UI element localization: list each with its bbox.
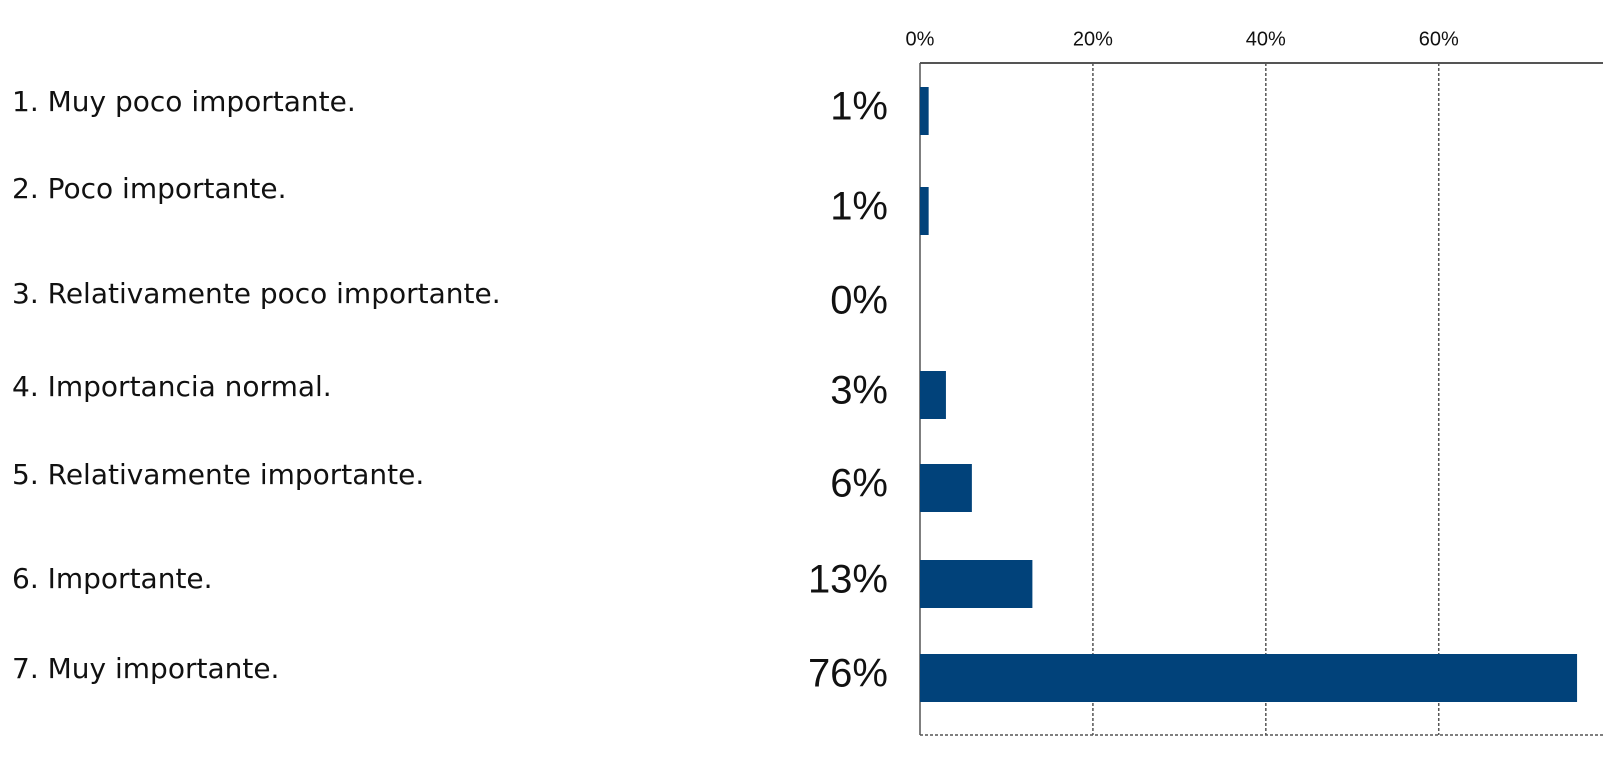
category-label: 4. Importancia normal. bbox=[12, 370, 332, 403]
category-label: 1. Muy poco importante. bbox=[12, 85, 356, 118]
category-label: 5. Relativamente importante. bbox=[12, 458, 424, 491]
value-label: 6% bbox=[830, 462, 888, 506]
bar bbox=[920, 371, 946, 419]
category-label: 3. Relativamente poco importante. bbox=[12, 277, 501, 310]
value-label: 76% bbox=[808, 652, 888, 696]
value-label: 0% bbox=[830, 279, 888, 323]
bar bbox=[920, 560, 1033, 608]
bar bbox=[920, 654, 1578, 702]
value-label: 1% bbox=[830, 85, 888, 129]
value-label: 13% bbox=[808, 558, 888, 602]
x-tick-label: 0% bbox=[906, 28, 935, 50]
bar bbox=[920, 464, 972, 512]
bar bbox=[920, 87, 929, 135]
x-tick-label: 40% bbox=[1246, 28, 1286, 50]
category-label: 6. Importante. bbox=[12, 562, 213, 595]
value-label: 3% bbox=[830, 369, 888, 413]
bar bbox=[920, 187, 929, 235]
value-label: 1% bbox=[830, 185, 888, 229]
x-tick-label: 20% bbox=[1073, 28, 1113, 50]
category-label: 7. Muy importante. bbox=[12, 652, 279, 685]
category-label: 2. Poco importante. bbox=[12, 172, 287, 205]
x-tick-label: 60% bbox=[1419, 28, 1459, 50]
